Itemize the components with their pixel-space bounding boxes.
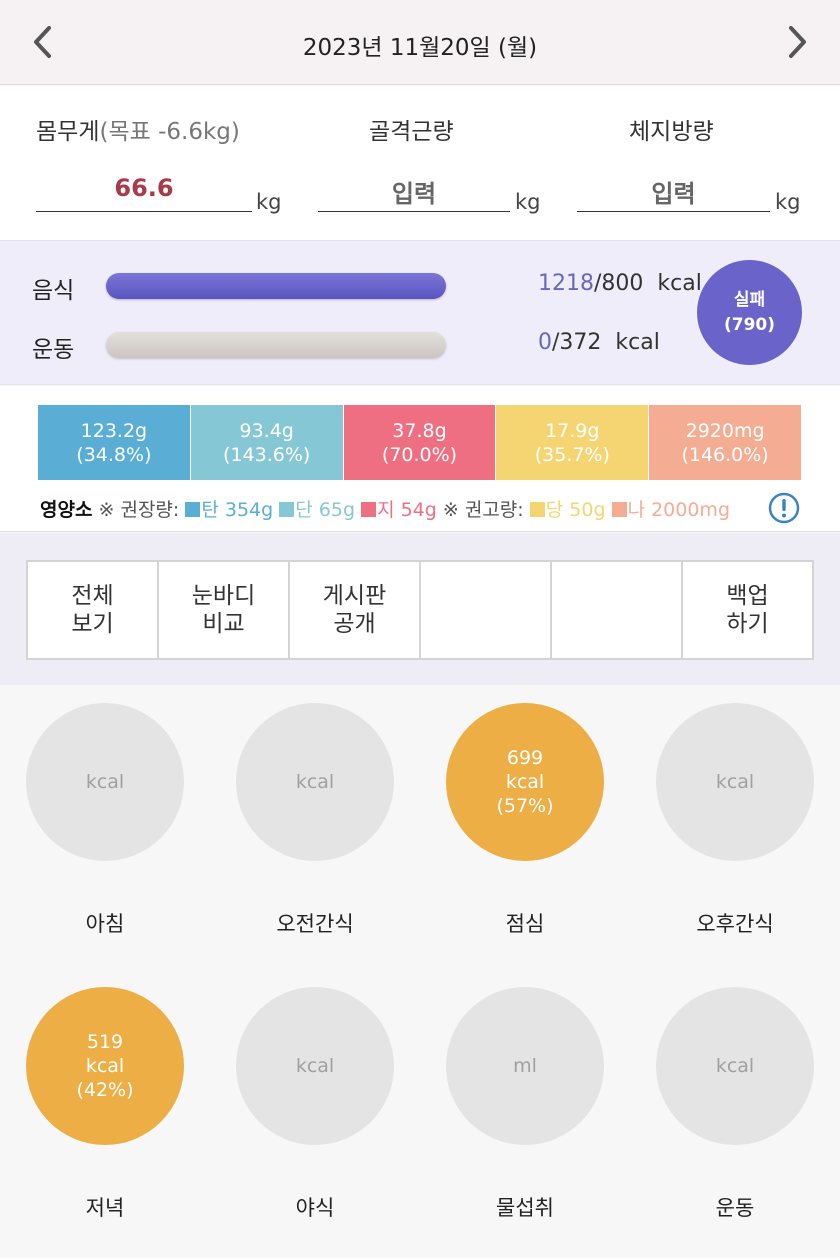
- meal-circle[interactable]: 519 kcal (42%): [26, 987, 184, 1145]
- sugar-cell: 17.9g (35.7%): [496, 405, 650, 480]
- meal-name: 운동: [715, 1196, 755, 1220]
- food-label: 음식: [32, 278, 75, 304]
- menu-empty-cell: [552, 562, 683, 658]
- chevron-right-icon: [789, 26, 806, 58]
- menu-empty-cell: [421, 562, 552, 658]
- weight-unit: kg: [256, 190, 282, 214]
- protein-cell: 93.4g (143.6%): [190, 405, 344, 480]
- meal-name: 저녁: [85, 1196, 125, 1220]
- muscle-label: 골격근량: [369, 119, 454, 145]
- nutrient-bar[interactable]: 123.2g (34.8%) 93.4g (143.6%) 37.8g (70.0%)…: [38, 405, 801, 480]
- muscle-unit: kg: [515, 190, 541, 214]
- meal-morning-snack[interactable]: kcal 오전간식: [210, 686, 420, 970]
- weight-goal: (목표 -6.6kg): [99, 119, 240, 145]
- board-publish-button[interactable]: 게시판 공개: [290, 562, 421, 658]
- menu-table: 전체 보기 눈바디 비교 게시판 공개 백업 하기: [26, 560, 814, 660]
- exercise-label: 운동: [32, 337, 75, 363]
- muscle-input[interactable]: 입력: [391, 180, 437, 208]
- status-label: 실패: [733, 289, 766, 310]
- meal-circle[interactable]: kcal: [236, 703, 394, 861]
- meal-lunch[interactable]: 699 kcal (57%) 점심: [420, 686, 630, 970]
- status-value: (790): [723, 314, 776, 335]
- meal-name: 점심: [505, 912, 545, 936]
- meal-name: 야식: [295, 1196, 335, 1220]
- body-metrics: 몸무게(목표 -6.6kg) 66.6 kg 골격근량 입력 kg 체지방량 입…: [0, 86, 840, 240]
- fat-label: 체지방량: [629, 119, 714, 145]
- meal-late-night[interactable]: kcal 야식: [210, 970, 420, 1254]
- fat-input[interactable]: 입력: [651, 180, 696, 208]
- menu-section: 전체 보기 눈바디 비교 게시판 공개 백업 하기: [0, 533, 840, 685]
- view-all-button[interactable]: 전체 보기: [28, 562, 159, 658]
- prev-day-button[interactable]: [22, 22, 62, 62]
- exercise-kcal: 0/372 kcal: [538, 330, 660, 355]
- status-badge[interactable]: 실패 (790): [697, 260, 802, 365]
- meal-circle[interactable]: kcal: [236, 987, 394, 1145]
- food-row: 음식 1218/800 kcal: [0, 265, 840, 305]
- weight-label: 몸무게(목표 -6.6kg): [36, 119, 240, 145]
- fat-cell: 37.8g (70.0%): [343, 405, 497, 480]
- food-kcal: 1218/800 kcal: [538, 271, 702, 296]
- meal-name: 아침: [85, 912, 125, 936]
- date-title[interactable]: 2023년 11월20일 (월): [302, 35, 538, 61]
- next-day-button[interactable]: [778, 22, 818, 62]
- chevron-left-icon: [34, 26, 51, 58]
- exercise-row: 운동 0/372 kcal: [0, 324, 840, 364]
- meal-circle[interactable]: 699 kcal (57%): [446, 703, 604, 861]
- sodium-cell: 2920mg (146.0%): [649, 405, 801, 480]
- meal-exercise[interactable]: kcal 운동: [630, 970, 840, 1254]
- meal-breakfast[interactable]: kcal 아침: [0, 686, 210, 970]
- meal-circle[interactable]: ml: [446, 987, 604, 1145]
- meal-grid: kcal 아침 kcal 오전간식 699 kcal (57%) 점심 kcal 오…: [0, 686, 840, 1258]
- fat-underline: [577, 211, 770, 212]
- backup-button[interactable]: 백업 하기: [726, 583, 769, 637]
- meal-name: 오전간식: [276, 912, 354, 936]
- meal-afternoon-snack[interactable]: kcal 오후간식: [630, 686, 840, 970]
- meal-circle[interactable]: kcal: [656, 987, 814, 1145]
- nutrient-legend: 영양소 ※ 권장량: 탄 354g 단 65g 지 54g ※ 권고량: 당 5…: [40, 499, 731, 521]
- meal-name: 물섭취: [496, 1196, 554, 1220]
- meal-circle[interactable]: kcal: [26, 703, 184, 861]
- carb-cell: 123.2g (34.8%): [38, 405, 191, 480]
- muscle-underline: [318, 211, 510, 212]
- weight-value[interactable]: 66.6: [114, 174, 174, 202]
- date-header: 2023년 11월20일 (월): [0, 0, 840, 85]
- nutrient-title: 영양소: [40, 499, 93, 521]
- meal-name: 오후간식: [696, 912, 774, 936]
- fat-unit: kg: [775, 190, 801, 214]
- eyebody-compare-button[interactable]: 눈바디 비교: [159, 562, 290, 658]
- weight-underline: [36, 211, 252, 212]
- meal-dinner[interactable]: 519 kcal (42%) 저녁: [0, 970, 210, 1254]
- exercise-progress-bar: [106, 332, 446, 358]
- info-circle-icon[interactable]: [768, 492, 800, 524]
- food-progress-bar: [106, 273, 446, 299]
- meal-water[interactable]: ml 물섭취: [420, 970, 630, 1254]
- meal-circle[interactable]: kcal: [656, 703, 814, 861]
- nutrient-section: 123.2g (34.8%) 93.4g (143.6%) 37.8g (70.0%)…: [0, 386, 840, 532]
